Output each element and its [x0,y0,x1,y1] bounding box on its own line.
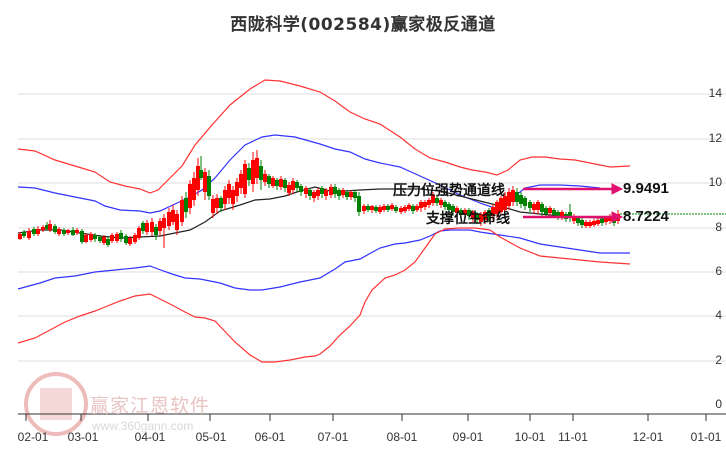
support-arrow [523,211,624,223]
x-tick-10-01: 10-01 [514,430,546,444]
inner-lower-band [17,229,630,291]
x-tick-03-01: 03-01 [67,430,99,444]
watermark-seal [24,372,88,436]
resistance-label: 压力位强势通道线 [393,183,505,199]
watermark-url: www.360gann.com [92,419,194,433]
y-tick-10: 10 [708,175,722,189]
x-tick-11-01: 11-01 [558,430,588,444]
candlesticks [18,150,620,248]
x-tick-09-01: 09-01 [452,430,484,444]
x-tick-04-01: 04-01 [134,430,166,444]
x-tick-06-01: 06-01 [254,430,286,444]
y-tick-14: 14 [708,86,722,100]
x-tick-01-01: 01-01 [690,430,722,444]
x-tick-05-01: 05-01 [195,430,227,444]
x-axis-ticks [25,414,707,421]
x-tick-12-01: 12-01 [632,430,664,444]
x-tick-02-01: 02-01 [17,430,49,444]
resistance-arrow [523,183,624,195]
y-tick-12: 12 [708,131,722,145]
outer-lower-band [17,227,631,363]
y-tick-2: 2 [715,353,722,367]
support-value: 8.7224 [623,208,669,225]
resistance-value: 9.9491 [623,180,669,197]
y-tick-6: 6 [715,264,722,278]
x-tick-07-01: 07-01 [317,430,349,444]
x-tick-08-01: 08-01 [386,430,418,444]
watermark-brand: 赢家江恩软件 [90,395,211,417]
gridlines [18,93,726,362]
support-label: 支撑位生命线 [426,211,510,227]
outer-upper-band [17,79,631,194]
chart-title: 西陇科学(002584)赢家极反通道 [230,15,496,35]
y-tick-4: 4 [715,308,722,322]
y-tick-8: 8 [715,220,722,234]
y-tick-0: 0 [715,397,722,411]
